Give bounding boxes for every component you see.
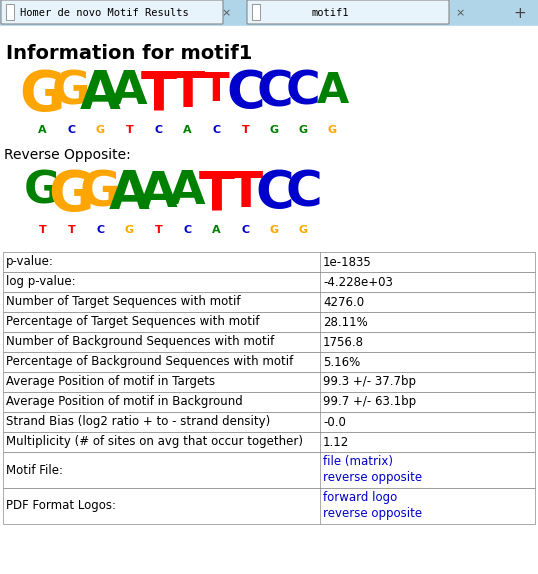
Text: Percentage of Target Sequences with motif: Percentage of Target Sequences with moti… [6,316,259,328]
Text: A: A [38,125,47,135]
Text: -4.228e+03: -4.228e+03 [323,276,393,289]
Text: T: T [140,68,176,121]
FancyBboxPatch shape [247,0,449,24]
Text: 28.11%: 28.11% [323,316,368,328]
Text: C: C [96,225,104,235]
Text: C: C [213,125,221,135]
Text: PDF Format Logos:: PDF Format Logos: [6,499,116,513]
Text: T: T [154,225,162,235]
Text: A: A [183,125,192,135]
FancyBboxPatch shape [1,0,223,24]
Text: G: G [96,125,105,135]
Text: 99.7 +/- 63.1bp: 99.7 +/- 63.1bp [323,395,416,409]
Text: C: C [154,125,162,135]
Text: G: G [125,225,134,235]
Text: C: C [226,68,265,121]
Text: G: G [328,125,337,135]
Text: T: T [203,71,230,109]
Text: G: G [299,225,308,235]
Text: T: T [68,225,75,235]
Text: T: T [242,125,250,135]
Bar [3,272,535,292]
Text: G: G [24,170,61,213]
Text: G: G [299,125,308,135]
Text: 1.12: 1.12 [323,436,349,448]
Text: T: T [199,169,235,220]
Text: -0.0: -0.0 [323,416,346,429]
Text: T: T [39,225,46,235]
Text: T: T [126,125,133,135]
Bar [3,432,535,452]
Bar [3,352,535,372]
Text: Average Position of motif in Targets: Average Position of motif in Targets [6,375,215,389]
Text: 5.16%: 5.16% [323,355,360,369]
Text: A: A [169,169,206,215]
Text: Percentage of Background Sequences with motif: Percentage of Background Sequences with … [6,355,293,369]
Text: A: A [139,169,178,217]
Text: Reverse Opposite:: Reverse Opposite: [4,148,131,162]
Text: G: G [270,125,279,135]
Text: +: + [514,6,526,21]
Text: file (matrix): file (matrix) [323,456,393,468]
Text: C: C [256,69,293,117]
Bar [3,392,535,412]
Text: A: A [212,225,221,235]
Text: Number of Target Sequences with motif: Number of Target Sequences with motif [6,296,240,308]
Text: C: C [255,169,294,220]
Bar [3,332,535,352]
Text: Number of Background Sequences with motif: Number of Background Sequences with moti… [6,335,274,348]
Bar [3,372,535,392]
Text: forward logo: forward logo [323,491,397,505]
Bar [3,488,535,524]
Text: Motif File:: Motif File: [6,463,63,476]
Text: T: T [171,69,204,117]
Text: G: G [270,225,279,235]
Text: reverse opposite: reverse opposite [323,507,422,521]
Text: G: G [80,169,121,217]
Text: A: A [80,68,121,121]
Text: C: C [67,125,75,135]
Text: A: A [109,169,150,220]
Text: C: C [183,225,192,235]
Bar [0,0,538,26]
Text: ×: × [221,8,231,18]
Text: p-value:: p-value: [6,255,54,269]
Text: ×: × [455,8,465,18]
Text: 4276.0: 4276.0 [323,296,364,308]
Text: G: G [48,168,94,222]
Bar [3,312,535,332]
Text: Average Position of motif in Background: Average Position of motif in Background [6,395,243,409]
Text: A: A [316,71,349,113]
Text: Multiplicity (# of sites on avg that occur together): Multiplicity (# of sites on avg that occ… [6,436,303,448]
Text: C: C [286,69,321,114]
Bar [3,292,535,312]
Bar [3,412,535,432]
Text: Homer de novo Motif Results: Homer de novo Motif Results [20,8,189,18]
Text: A: A [111,69,148,114]
Text: 1756.8: 1756.8 [323,335,364,348]
Text: T: T [229,169,263,217]
Bar [3,252,535,272]
Bar [252,4,260,20]
Text: G: G [20,68,65,122]
Bar [6,4,14,20]
Text: Strand Bias (log2 ratio + to - strand density): Strand Bias (log2 ratio + to - strand de… [6,416,270,429]
Bar [3,452,535,488]
Text: C: C [242,225,250,235]
Text: 99.3 +/- 37.7bp: 99.3 +/- 37.7bp [323,375,416,389]
Text: reverse opposite: reverse opposite [323,471,422,484]
Text: C: C [285,169,322,217]
Text: G: G [52,69,91,114]
Text: Information for motif1: Information for motif1 [6,44,252,63]
Text: 1e-1835: 1e-1835 [323,255,372,269]
Text: motif1: motif1 [312,8,349,18]
Text: log p-value:: log p-value: [6,276,76,289]
